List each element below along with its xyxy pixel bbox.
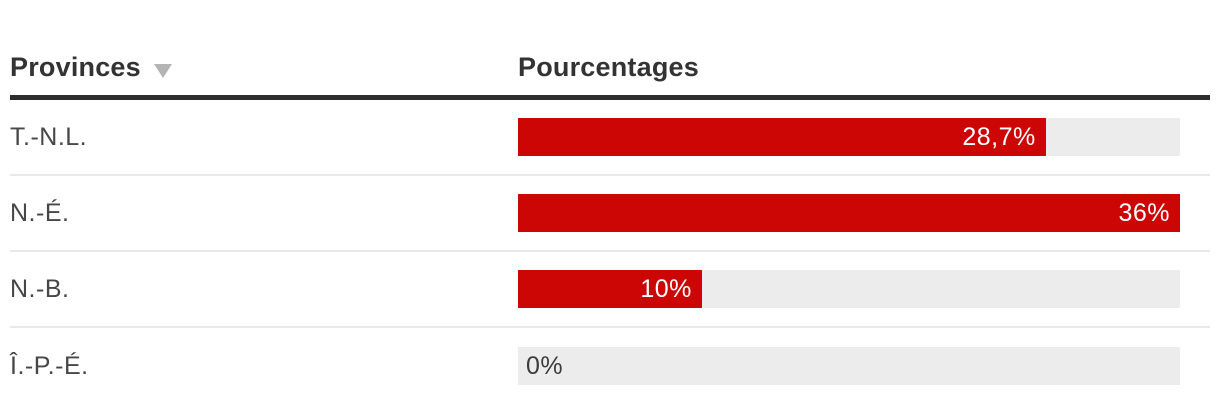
bar-track: 10%	[518, 270, 1180, 308]
provinces-header-label: Provinces	[10, 52, 141, 82]
column-header-pourcentages: Pourcentages	[518, 52, 699, 83]
pourcentages-header-label: Pourcentages	[518, 52, 699, 82]
province-label: N.-B.	[10, 274, 70, 303]
sort-descending-triangle-icon	[153, 63, 172, 78]
table-row: N.-É. 36%	[10, 176, 1210, 252]
column-header-provinces[interactable]: Provinces	[10, 52, 172, 83]
bar-track: 36%	[518, 194, 1180, 232]
table-body: T.-N.L. 28,7% N.-É. 36% N.-B. 10%	[0, 100, 1220, 404]
header-divider-rule	[10, 95, 1210, 100]
table-row: N.-B. 10%	[10, 252, 1210, 328]
province-label: Î.-P.-É.	[10, 351, 89, 380]
table-row: T.-N.L. 28,7%	[10, 100, 1210, 176]
bar-value-label: 28,7%	[962, 122, 1036, 151]
bar-fill: 28,7%	[518, 118, 1046, 156]
bar-value-label: 10%	[640, 274, 692, 303]
bar-track: 0%	[518, 347, 1180, 385]
province-label: T.-N.L.	[10, 122, 88, 151]
bar-fill: 10%	[518, 270, 702, 308]
table-row: Î.-P.-É. 0%	[10, 328, 1210, 404]
bar-track: 28,7%	[518, 118, 1180, 156]
province-label: N.-É.	[10, 198, 70, 227]
bar-value-label: 36%	[1118, 198, 1170, 227]
bar-value-label: 0%	[526, 352, 564, 380]
bar-fill: 36%	[518, 194, 1180, 232]
